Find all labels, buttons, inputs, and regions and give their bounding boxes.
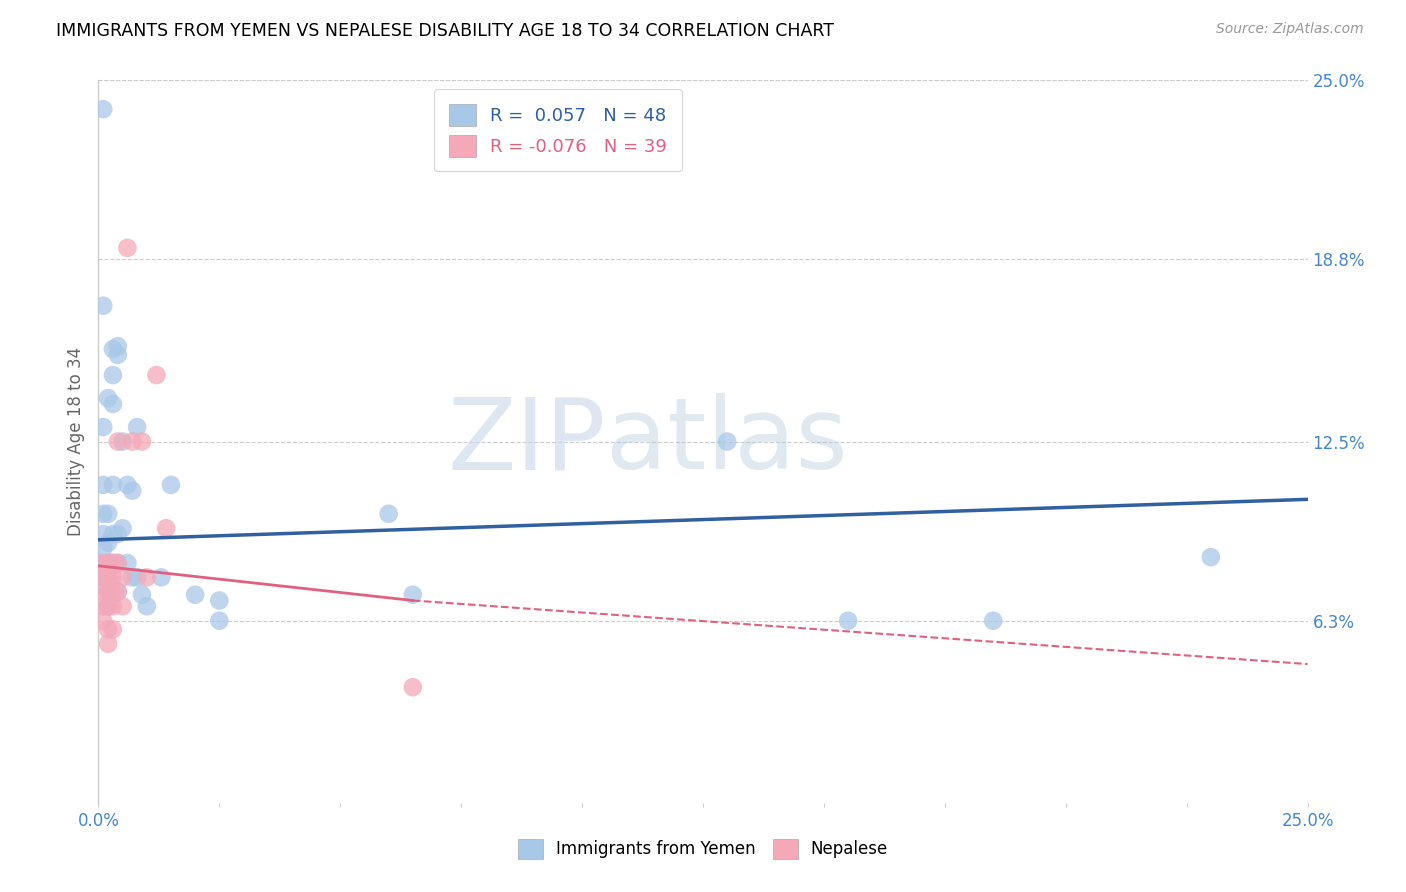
Point: [1199, 550, 1222, 565]
Point: [127, 420, 149, 434]
Point: [97, 391, 120, 405]
Point: [97, 623, 120, 637]
Point: [145, 368, 167, 382]
Point: [101, 556, 124, 570]
Text: IMMIGRANTS FROM YEMEN VS NEPALESE DISABILITY AGE 18 TO 34 CORRELATION CHART: IMMIGRANTS FROM YEMEN VS NEPALESE DISABI…: [56, 22, 834, 40]
Y-axis label: Disability Age 18 to 34: Disability Age 18 to 34: [66, 347, 84, 536]
Point: [111, 599, 134, 614]
Point: [97, 584, 120, 599]
Point: [160, 478, 183, 492]
Point: [101, 397, 124, 411]
Point: [111, 570, 134, 584]
Point: [97, 556, 120, 570]
Point: [97, 507, 120, 521]
Point: [981, 614, 1004, 628]
Legend: R =  0.057   N = 48, R = -0.076   N = 39: R = 0.057 N = 48, R = -0.076 N = 39: [434, 89, 682, 171]
Point: [91, 420, 114, 434]
Point: [91, 507, 114, 521]
Point: [101, 478, 124, 492]
Point: [91, 299, 114, 313]
Text: atlas: atlas: [606, 393, 848, 490]
Point: [121, 570, 143, 584]
Point: [101, 342, 124, 356]
Point: [101, 584, 124, 599]
Point: [97, 570, 120, 584]
Point: [101, 623, 124, 637]
Point: [91, 541, 114, 556]
Legend: Immigrants from Yemen, Nepalese: Immigrants from Yemen, Nepalese: [512, 832, 894, 866]
Point: [91, 599, 114, 614]
Point: [91, 527, 114, 541]
Point: [101, 570, 124, 584]
Point: [155, 521, 177, 535]
Point: [91, 584, 114, 599]
Point: [97, 599, 120, 614]
Point: [107, 527, 129, 541]
Point: [131, 434, 153, 449]
Point: [184, 588, 207, 602]
Point: [91, 102, 114, 116]
Point: [101, 368, 124, 382]
Point: [121, 483, 143, 498]
Point: [208, 614, 231, 628]
Point: [107, 584, 129, 599]
Point: [107, 339, 129, 353]
Text: Source: ZipAtlas.com: Source: ZipAtlas.com: [1216, 22, 1364, 37]
Point: [127, 570, 149, 584]
Point: [91, 478, 114, 492]
Point: [107, 348, 129, 362]
Point: [402, 588, 425, 602]
Point: [97, 570, 120, 584]
Point: [111, 521, 134, 535]
Text: ZIP: ZIP: [449, 393, 606, 490]
Point: [150, 570, 173, 584]
Point: [97, 599, 120, 614]
Point: [101, 556, 124, 570]
Point: [97, 535, 120, 549]
Point: [97, 584, 120, 599]
Point: [135, 570, 157, 584]
Point: [91, 556, 114, 570]
Point: [111, 434, 134, 449]
Point: [101, 527, 124, 541]
Point: [131, 588, 153, 602]
Point: [97, 637, 120, 651]
Point: [107, 556, 129, 570]
Point: [91, 570, 114, 584]
Point: [117, 478, 139, 492]
Point: [107, 556, 129, 570]
Point: [101, 599, 124, 614]
Point: [117, 556, 139, 570]
Point: [716, 434, 738, 449]
Point: [121, 434, 143, 449]
Point: [91, 570, 114, 584]
Point: [91, 556, 114, 570]
Point: [117, 241, 139, 255]
Point: [377, 507, 399, 521]
Point: [107, 434, 129, 449]
Point: [208, 593, 231, 607]
Point: [135, 599, 157, 614]
Point: [97, 556, 120, 570]
Point: [402, 680, 425, 694]
Point: [837, 614, 859, 628]
Point: [91, 614, 114, 628]
Point: [107, 584, 129, 599]
